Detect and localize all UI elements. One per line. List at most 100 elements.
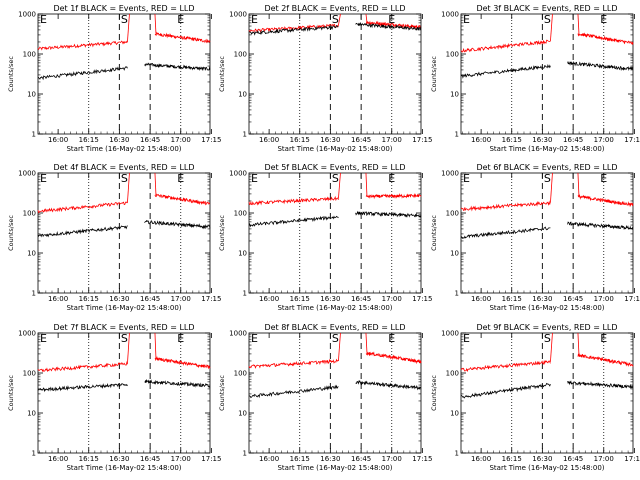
y-tick-label: 1 — [455, 131, 459, 139]
x-tick-label: 17:15 — [201, 295, 221, 303]
y-tick-label: 10 — [27, 91, 36, 99]
lld-spike — [338, 332, 341, 361]
lld-spike — [127, 172, 130, 203]
lld-spike — [577, 13, 580, 34]
lld-spike — [550, 13, 553, 42]
x-tick-label: 16:15 — [290, 455, 310, 463]
lld-spike — [365, 172, 368, 197]
events-series-line — [37, 383, 128, 393]
x-tick-label: 17:15 — [412, 455, 432, 463]
lld-spike — [127, 13, 130, 42]
x-tick-label: 16:45 — [351, 295, 371, 303]
y-axis-label: Counts/sec — [7, 375, 15, 411]
x-tick-label: 16:45 — [140, 455, 160, 463]
lld-series-line — [461, 200, 551, 212]
events-series-line — [248, 215, 339, 228]
x-tick-label: 16:00 — [48, 136, 68, 144]
left-marker: E — [251, 13, 258, 26]
y-tick-label: 100 — [23, 370, 36, 378]
panel-det-5: Det 5f BLACK = Events, RED = LLD 1 10 100 10… — [218, 163, 432, 312]
end-marker: E — [388, 332, 395, 345]
x-tick-label: 16:15 — [79, 136, 99, 144]
x-tick-label: 17:00 — [171, 295, 191, 303]
lld-spike — [338, 13, 341, 26]
y-tick-label: 1000 — [18, 11, 36, 19]
panel-det-4: Det 4f BLACK = Events, RED = LLD 1 10 100 10… — [7, 163, 221, 312]
y-tick-label: 10 — [450, 410, 459, 418]
x-tick-label: 16:00 — [48, 295, 68, 303]
panel-det-7: Det 7f BLACK = Events, RED = LLD 1 10 100 10… — [7, 323, 221, 472]
lld-series-line — [248, 23, 339, 33]
end-marker: E — [600, 172, 607, 185]
x-tick-label: 17:00 — [382, 455, 402, 463]
axes-frame — [248, 172, 422, 294]
y-tick-label: 1 — [243, 131, 247, 139]
lld-series-line — [577, 32, 634, 45]
x-tick-label: 16:15 — [502, 136, 522, 144]
y-axis-label: Counts/sec — [430, 215, 438, 251]
y-tick-label: 100 — [446, 210, 459, 218]
x-tick-label: 16:00 — [471, 136, 491, 144]
x-tick-label: 17:00 — [382, 136, 402, 144]
axes-frame — [37, 332, 211, 454]
x-tick-label: 16:45 — [351, 455, 371, 463]
panel-title: Det 3f BLACK = Events, RED = LLD — [476, 4, 617, 13]
y-tick-label: 1 — [243, 450, 247, 458]
x-tick-label: 17:15 — [624, 455, 640, 463]
y-tick-label: 1 — [32, 131, 36, 139]
x-tick-label: 16:00 — [259, 295, 279, 303]
start-marker: S — [544, 13, 551, 26]
events-series-line — [355, 210, 422, 218]
x-tick-label: 16:15 — [290, 136, 310, 144]
lld-series-line — [154, 31, 211, 44]
x-tick-label: 16:15 — [290, 295, 310, 303]
lld-series-line — [248, 358, 339, 369]
y-tick-label: 100 — [234, 370, 247, 378]
x-tick-label: 17:00 — [594, 455, 614, 463]
panel-title: Det 9f BLACK = Events, RED = LLD — [476, 323, 617, 332]
panel-det-8: Det 8f BLACK = Events, RED = LLD 1 10 100 10… — [218, 323, 432, 472]
end-marker: E — [177, 13, 184, 26]
lld-spike — [154, 172, 157, 196]
panel-title: Det 7f BLACK = Events, RED = LLD — [53, 323, 194, 332]
y-tick-label: 10 — [27, 410, 36, 418]
y-tick-label: 100 — [234, 51, 247, 59]
start-marker: S — [121, 13, 128, 26]
x-tick-label: 17:15 — [412, 295, 432, 303]
lld-spike — [154, 13, 157, 34]
lld-spike — [550, 172, 553, 203]
lld-spike — [365, 13, 368, 23]
lld-series-line — [460, 39, 551, 53]
start-marker: S — [121, 172, 128, 185]
x-tick-label: 16:45 — [563, 136, 583, 144]
events-series-line — [37, 225, 128, 238]
y-tick-label: 1000 — [229, 11, 247, 19]
y-tick-label: 10 — [27, 250, 36, 258]
x-axis-label: Start Time (16-May-02 15:48:00) — [277, 145, 392, 153]
end-marker: E — [177, 172, 184, 185]
y-tick-label: 1000 — [18, 330, 36, 338]
axes-frame — [460, 332, 634, 454]
events-series-line — [567, 380, 634, 389]
y-axis-label: Counts/sec — [430, 375, 438, 411]
y-tick-label: 10 — [238, 250, 247, 258]
x-tick-label: 16:30 — [532, 455, 552, 463]
left-marker: E — [463, 13, 470, 26]
lld-series-line — [577, 193, 634, 207]
panel-det-9: Det 9f BLACK = Events, RED = LLD 1 10 100 10… — [430, 323, 640, 472]
y-tick-label: 10 — [238, 410, 247, 418]
y-tick-label: 10 — [450, 91, 459, 99]
x-tick-label: 16:15 — [502, 295, 522, 303]
x-tick-label: 16:45 — [140, 295, 160, 303]
left-marker: E — [40, 332, 47, 345]
y-tick-label: 1 — [455, 450, 459, 458]
end-marker: E — [388, 13, 395, 26]
y-axis-label: Counts/sec — [430, 56, 438, 92]
events-series-line — [144, 219, 211, 230]
x-tick-label: 17:15 — [201, 455, 221, 463]
events-series-line — [460, 382, 551, 399]
x-tick-label: 17:15 — [624, 136, 640, 144]
x-tick-label: 16:00 — [259, 136, 279, 144]
lld-series-line — [154, 355, 211, 370]
x-tick-label: 17:15 — [412, 136, 432, 144]
